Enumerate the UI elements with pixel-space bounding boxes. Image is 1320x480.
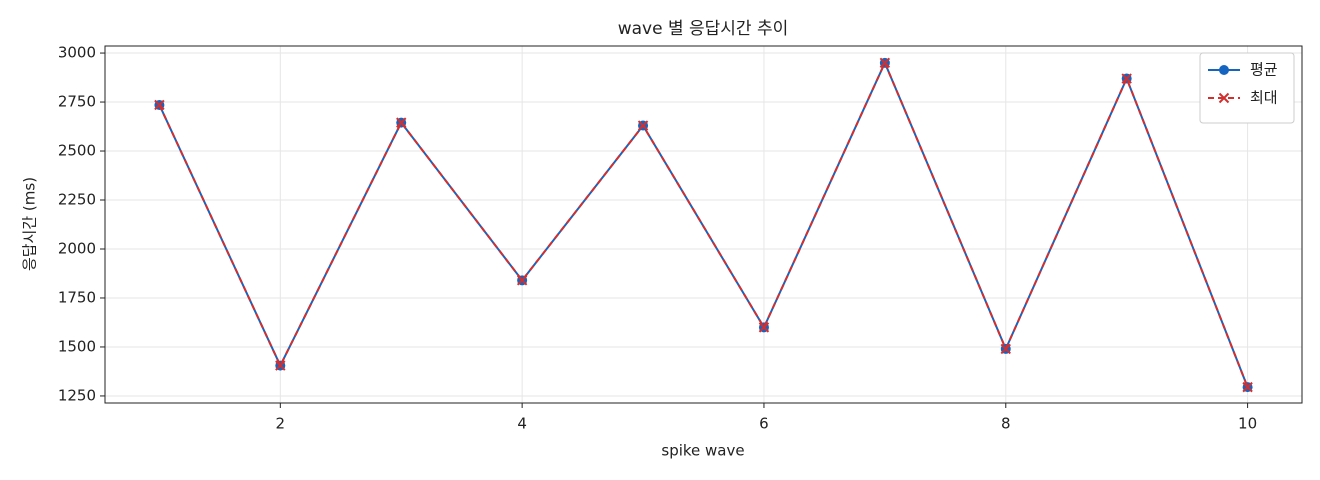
marker-stroke [516, 275, 528, 286]
marker-stroke [154, 99, 165, 111]
series-line [158, 60, 1249, 388]
marker-stroke [1000, 343, 1011, 355]
x-tick-label: 2 [276, 415, 286, 433]
y-tick-label: 3000 [58, 44, 96, 62]
marker [1219, 65, 1229, 75]
marker [1000, 343, 1011, 355]
marker-stroke [758, 322, 770, 333]
marker-stroke [1121, 73, 1132, 84]
y-tick-label: 2500 [58, 142, 96, 160]
marker [637, 120, 649, 131]
marker [758, 322, 770, 333]
chart-title: wave 별 응답시간 추이 [618, 19, 789, 39]
y-tick-label: 1250 [58, 386, 96, 404]
y-tick-label: 2000 [58, 239, 96, 257]
y-tick-label: 1500 [58, 337, 96, 355]
marker [275, 360, 286, 371]
y-tick-label: 1750 [58, 288, 96, 306]
legend-label: 평균 [1250, 61, 1278, 79]
marker [516, 275, 528, 286]
y-axis-label: 응답시간 (ms) [21, 177, 39, 271]
marker-stroke [879, 57, 891, 69]
marker [154, 99, 165, 111]
legend-label: 최대 [1250, 89, 1278, 107]
marker-stroke [275, 360, 286, 371]
x-tick-label: 10 [1238, 415, 1257, 433]
marker [1242, 381, 1253, 393]
marker-stroke [637, 120, 649, 131]
y-tick-label: 2750 [58, 93, 96, 111]
marker-stroke [1218, 92, 1230, 104]
marker [1218, 92, 1230, 104]
x-tick-label: 6 [759, 415, 769, 433]
plot-frame [104, 45, 1303, 404]
marker-stroke [1242, 381, 1253, 393]
marker [1121, 73, 1132, 84]
x-tick-label: 8 [1001, 415, 1011, 433]
marker-stroke [396, 117, 407, 128]
y-tick-label: 2250 [58, 191, 96, 209]
marker [879, 57, 891, 69]
x-tick-label: 4 [517, 415, 527, 433]
marker [396, 117, 407, 128]
x-axis-label: spike wave [661, 442, 744, 460]
legend-box [1199, 52, 1295, 124]
